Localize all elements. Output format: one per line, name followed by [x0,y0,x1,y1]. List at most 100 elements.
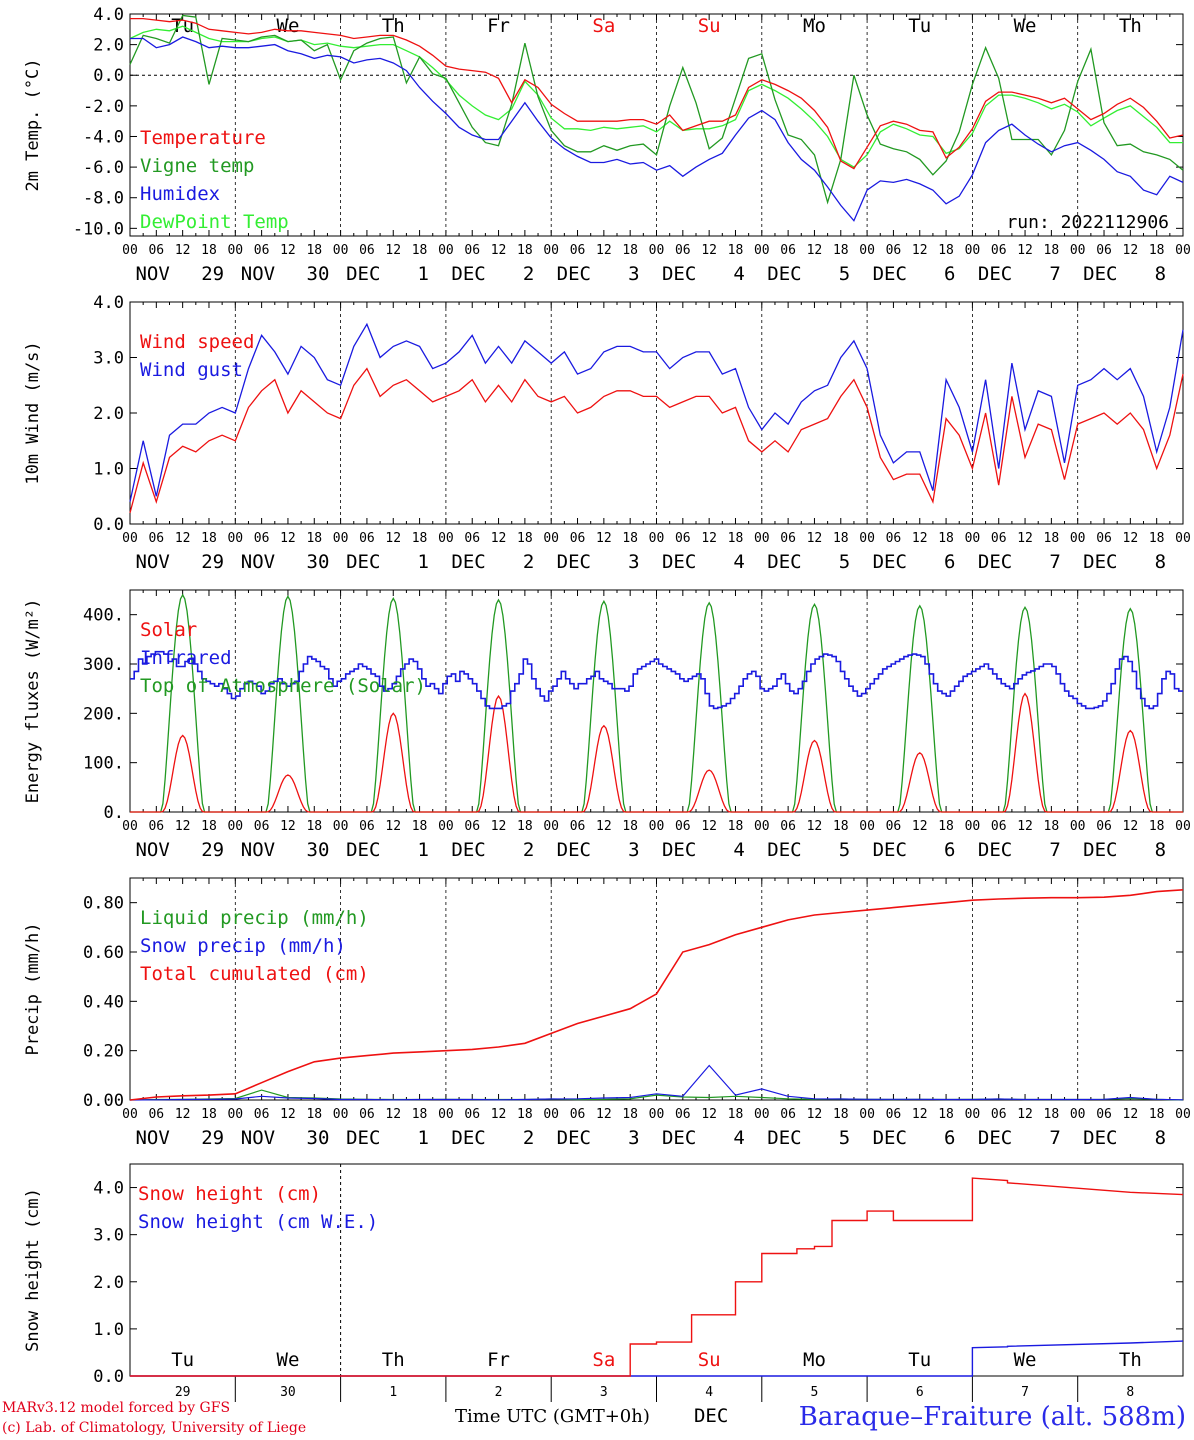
date-month-label: DEC [978,551,1012,573]
hour-tick-label: 18 [201,819,217,834]
lab-credit: (c) Lab. of Climatology, University of L… [2,1420,307,1436]
hour-tick-label: 12 [385,1107,401,1122]
date-month-label: NOV [135,551,169,573]
hour-tick-label: 18 [412,819,428,834]
series-line-red [129,367,1184,514]
hour-tick-label: 18 [1044,531,1060,546]
date-month-label: DEC [1083,263,1117,285]
y-tick-label: 4.0 [93,1179,124,1199]
panel-1: 4.0 2.0 0.0 -2.0 -4.0 -6.0 -8.0 -10.0 2m Temp. (… [23,5,1191,285]
date-day-label: 2 [523,551,534,573]
hour-tick-label: 00 [438,531,454,546]
date-day-label: 4 [733,263,744,285]
date-month-label: DEC [451,1127,485,1149]
legend-entry: Liquid precip (mm/h) [140,907,369,929]
hour-tick-label: 06 [886,531,902,546]
hour-tick-label: 00 [333,819,349,834]
date-month-label: NOV [135,1127,169,1149]
hour-tick-label: 18 [412,531,428,546]
date-month-label: DEC [346,1127,380,1149]
hour-tick-label: 18 [201,243,217,258]
legend-entry: Temperature [140,127,266,149]
hour-tick-label: 00 [438,243,454,258]
hour-tick-label: 06 [464,243,480,258]
series-line-red [130,17,1184,170]
date-month-label: NOV [241,1127,275,1149]
date-day-label: 6 [944,551,955,573]
y-tick-label: 2.0 [93,404,124,424]
hour-tick-label: 12 [807,819,823,834]
hour-tick-label: 12 [701,1107,717,1122]
date-day-label: 29 [201,263,224,285]
hour-tick-label: 12 [280,531,296,546]
legend-entry: Infrared [140,647,232,669]
date-day-label: 2 [523,839,534,861]
hour-tick-label: 00 [122,531,138,546]
hour-tick-label: 12 [1123,819,1139,834]
hour-tick-label: 06 [148,1107,164,1122]
hour-tick-label: 18 [622,243,638,258]
date-day-label: 1 [418,1127,429,1149]
hour-tick-label: 00 [543,531,559,546]
y-tick-label: 100. [83,754,124,774]
date-day-label: 30 [307,551,330,573]
hour-tick-label: 00 [438,819,454,834]
hour-tick-label: 06 [991,243,1007,258]
date-month-label: NOV [241,839,275,861]
hour-tick-label: 06 [886,819,902,834]
date-day-label: 8 [1155,1127,1166,1149]
date-day-label: 30 [307,839,330,861]
day-number-label: 7 [1021,1385,1029,1400]
date-month-label: DEC [346,551,380,573]
hour-tick-label: 00 [227,243,243,258]
date-day-label: 30 [307,1127,330,1149]
day-number-label: 4 [705,1385,713,1400]
hour-tick-label: 06 [991,1107,1007,1122]
hour-tick-label: 06 [359,531,375,546]
legend-entry: Solar [140,619,197,641]
day-number-label: 8 [1126,1385,1134,1400]
y-tick-label: 0. [104,803,124,823]
hour-tick-label: 12 [175,243,191,258]
y-tick-label: 0.80 [83,894,124,914]
hour-tick-label: 18 [517,1107,533,1122]
hour-tick-label: 00 [122,819,138,834]
hour-tick-label: 00 [859,531,875,546]
legend-entry: Humidex [140,183,220,205]
date-day-label: 7 [1049,839,1060,861]
hour-tick-label: 06 [780,531,796,546]
date-day-label: 5 [839,1127,850,1149]
hour-tick-label: 18 [1044,243,1060,258]
hour-tick-label: 12 [491,819,507,834]
legend-entry: Snow height (cm W.E.) [138,1211,378,1233]
hour-tick-label: 12 [701,531,717,546]
hour-tick-label: 06 [886,1107,902,1122]
date-day-label: 2 [523,1127,534,1149]
hour-tick-label: 06 [254,531,270,546]
hour-tick-label: 12 [491,531,507,546]
panel-2: 4.0 3.0 2.0 1.0 0.0 10m Wind (m/s) Wind speed W… [23,293,1191,573]
hour-tick-label: 12 [1123,1107,1139,1122]
day-number-label: 3 [600,1385,608,1400]
weekday-label: Th [1119,1349,1142,1371]
hour-tick-label: 18 [622,531,638,546]
date-day-label: 5 [839,263,850,285]
hour-tick-label: 00 [543,1107,559,1122]
hour-tick-label: 18 [517,819,533,834]
day-number-label: 1 [389,1385,397,1400]
model-credit: MARv3.12 model forced by GFS [2,1400,231,1416]
date-month-label: DEC [346,839,380,861]
hour-tick-label: 06 [991,819,1007,834]
run-annotation: run: 2022112906 [1006,212,1169,233]
date-day-label: 4 [733,551,744,573]
y-tick-label: 0.0 [93,1367,124,1387]
hour-tick-label: 12 [1017,531,1033,546]
hour-tick-label: 12 [807,531,823,546]
hour-tick-label: 06 [1096,243,1112,258]
date-month-label: DEC [873,1127,907,1149]
hour-tick-label: 12 [175,1107,191,1122]
hour-tick-label: 00 [649,531,665,546]
y-tick-label: -10.0 [73,219,124,239]
hour-tick-label: 12 [1017,243,1033,258]
hour-tick-label: 18 [201,1107,217,1122]
